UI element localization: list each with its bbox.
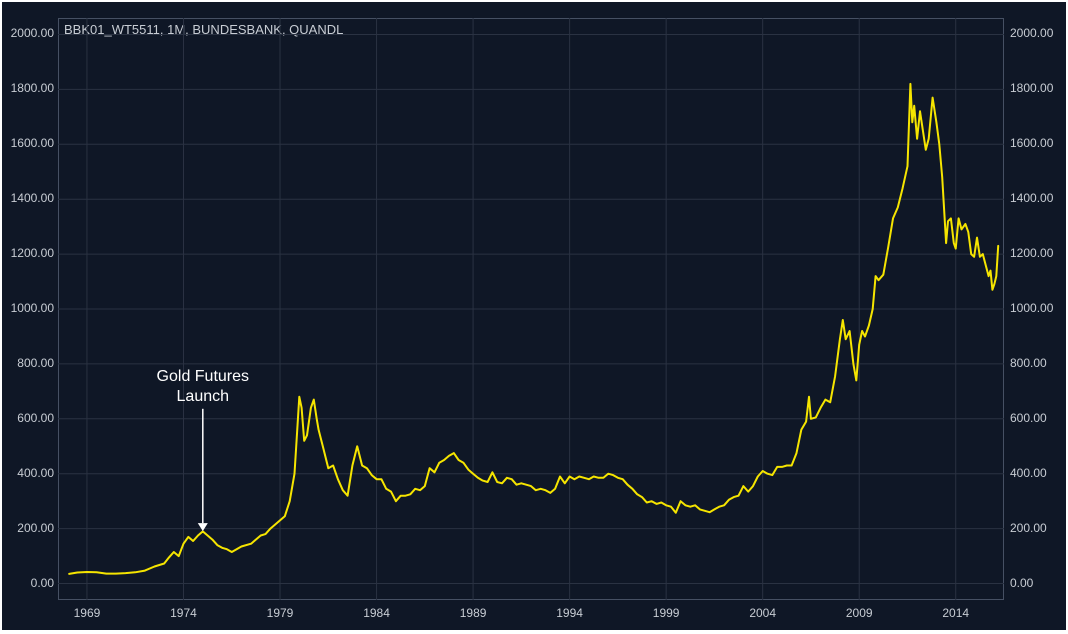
chart-frame: BBK01_WT5511, 1M, BUNDESBANK, QUANDL 0.0… xyxy=(0,0,1068,634)
plot-background xyxy=(2,2,1066,630)
